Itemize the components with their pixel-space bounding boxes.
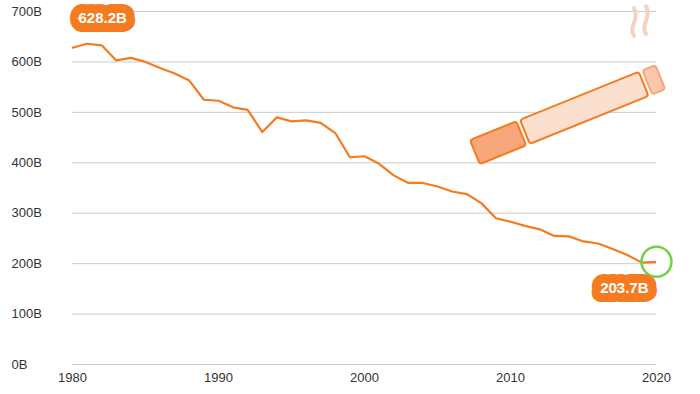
svg-text:628.2B: 628.2B bbox=[79, 9, 128, 26]
svg-text:400B: 400B bbox=[12, 155, 42, 170]
svg-text:600B: 600B bbox=[12, 54, 42, 69]
svg-text:2020: 2020 bbox=[642, 370, 671, 385]
svg-text:500B: 500B bbox=[12, 105, 42, 120]
svg-text:100B: 100B bbox=[12, 306, 42, 321]
svg-text:1980: 1980 bbox=[58, 370, 87, 385]
svg-text:300B: 300B bbox=[12, 205, 42, 220]
svg-text:1990: 1990 bbox=[204, 370, 233, 385]
svg-text:2010: 2010 bbox=[496, 370, 525, 385]
svg-text:0B: 0B bbox=[12, 357, 28, 372]
svg-text:203.7B: 203.7B bbox=[600, 279, 649, 296]
svg-text:200B: 200B bbox=[12, 256, 42, 271]
svg-text:700B: 700B bbox=[12, 4, 42, 19]
svg-text:2000: 2000 bbox=[350, 370, 379, 385]
